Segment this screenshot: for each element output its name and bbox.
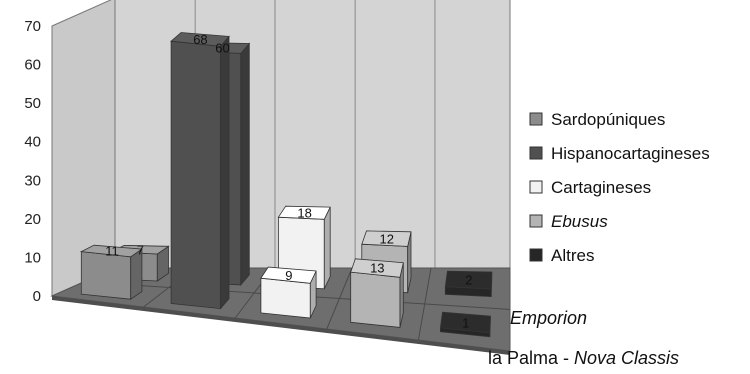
data-label: 13 bbox=[370, 261, 384, 276]
data-label: 12 bbox=[380, 231, 394, 246]
bar-sardop-niques-1 bbox=[79, 244, 144, 300]
legend-label: Cartagineses bbox=[551, 178, 651, 197]
legend-label: Sardopúniques bbox=[551, 110, 665, 129]
bar-top-face bbox=[170, 32, 230, 47]
y-tick-label: 30 bbox=[24, 172, 41, 189]
data-label: 9 bbox=[285, 268, 292, 283]
category-labels: Emporion la Palma - Nova Classis bbox=[488, 308, 679, 368]
floor-series-line bbox=[326, 267, 353, 330]
data-labels: 7 60 18 12 2 11 68 9 13 1 bbox=[105, 32, 472, 330]
floor-series-line bbox=[417, 267, 432, 341]
bar-hispanocartagineses-1 bbox=[170, 32, 230, 310]
bar-altres-0 bbox=[444, 270, 493, 298]
bar-top-face bbox=[260, 266, 317, 284]
bar-side-face bbox=[220, 35, 230, 310]
legend-swatch bbox=[529, 214, 543, 228]
y-tick-label: 20 bbox=[24, 211, 41, 228]
data-label: 7 bbox=[137, 242, 144, 257]
legend-item: Cartagineses bbox=[529, 178, 651, 197]
legend-label: Ebusus bbox=[551, 212, 608, 231]
category-label-part: Emporion bbox=[510, 308, 587, 328]
legend-item: Ebusus bbox=[529, 212, 608, 231]
data-label: 1 bbox=[462, 315, 469, 330]
y-tick-label: 10 bbox=[24, 249, 41, 266]
bar-ebusus-1 bbox=[350, 258, 404, 328]
category-label: la Palma - Nova Classis bbox=[488, 348, 679, 368]
legend-swatch bbox=[529, 146, 543, 160]
bar-top-face bbox=[79, 244, 144, 258]
bar-top-face bbox=[439, 311, 491, 334]
legend-label: Hispanocartagineses bbox=[551, 144, 710, 163]
y-tick-label: 70 bbox=[24, 18, 41, 35]
legend-swatch bbox=[529, 180, 543, 194]
bars bbox=[79, 32, 493, 338]
bar-top-face bbox=[277, 205, 331, 220]
data-label: 2 bbox=[465, 273, 472, 288]
data-label: 18 bbox=[297, 205, 311, 220]
category-label-part: la Palma - bbox=[488, 348, 574, 368]
floor-edge bbox=[52, 296, 510, 355]
bar-front-face bbox=[350, 271, 401, 328]
bar-front-face bbox=[260, 277, 311, 319]
bar-top-face bbox=[350, 258, 404, 278]
legend-swatch bbox=[529, 248, 543, 262]
y-tick-label: 50 bbox=[24, 95, 41, 112]
bar-front-face bbox=[80, 251, 132, 300]
y-axis: 0 10 20 30 40 50 60 70 bbox=[24, 18, 41, 305]
bar-altres-1 bbox=[439, 311, 491, 338]
y-tick-label: 40 bbox=[24, 134, 41, 151]
bar-top-face bbox=[361, 230, 412, 247]
legend-item: Altres bbox=[529, 246, 594, 265]
category-label-part: Nova Classis bbox=[574, 348, 679, 368]
bar-side-face bbox=[323, 206, 331, 289]
data-label: 60 bbox=[215, 41, 229, 56]
bar-side-face bbox=[240, 42, 250, 286]
legend-item: Hispanocartagineses bbox=[529, 144, 710, 163]
legend: Sardopúniques Hispanocartagineses Cartagin… bbox=[529, 110, 710, 265]
bar-front-face bbox=[170, 40, 221, 310]
legend-item: Sardopúniques bbox=[529, 110, 665, 129]
legend-swatch bbox=[529, 112, 543, 126]
data-label: 68 bbox=[193, 32, 207, 47]
category-label: Emporion bbox=[510, 308, 587, 328]
y-tick-label: 0 bbox=[33, 288, 41, 305]
bar-top-face bbox=[444, 270, 493, 290]
bar-cartagineses-1 bbox=[260, 266, 317, 319]
data-label: 11 bbox=[105, 244, 119, 259]
y-tick-label: 60 bbox=[24, 57, 41, 74]
legend-label: Altres bbox=[551, 246, 594, 265]
